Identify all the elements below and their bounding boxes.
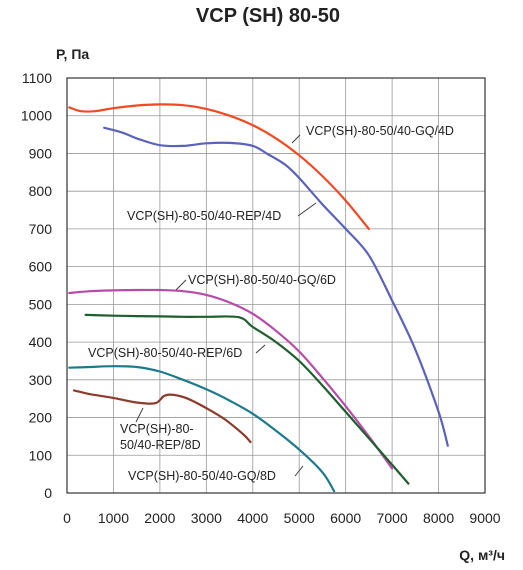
curve-label: VCP(SH)-80-50/40-REP/6D (88, 346, 242, 360)
curve-label: VCP(SH)-80-50/40-GQ/8D (128, 469, 276, 483)
y-tick-label: 500 (29, 296, 53, 312)
curve-label: VCP(SH)-80-50/40-REP/4D (127, 209, 281, 223)
x-tick-label: 0 (63, 510, 71, 526)
curve-label: 50/40-REP/8D (120, 438, 201, 452)
y-tick-label: 700 (29, 221, 53, 237)
tick-labels: 0 1000 2000 3000 4000 5000 6000 7000 8000 9000 0 10… (21, 70, 501, 526)
leader-line (297, 202, 317, 217)
curves (68, 103, 449, 493)
curve-vcp-sh-80-50-40-gq-4d (68, 103, 370, 230)
x-tick-label: 1000 (98, 510, 129, 526)
curve-labels: VCP(SH)-80-50/40-GQ/4DVCP(SH)-80-50/40-R… (88, 124, 454, 483)
x-tick-label: 9000 (469, 510, 500, 526)
curve-vcp-sh-80-50-40-gq-6d (68, 288, 394, 470)
curve-vcp-sh-80-50-40-rep-8d (72, 389, 252, 444)
curve-label: VCP(SH)-80-50/40-GQ/6D (188, 273, 336, 287)
x-tick-label: 6000 (330, 510, 361, 526)
leader-line (294, 465, 304, 477)
y-axis-label: P, Па (56, 46, 89, 62)
curve-vcp-sh-80-50-40-gq-8d (68, 365, 336, 493)
y-tick-label: 400 (29, 334, 53, 350)
x-tick-label: 7000 (377, 510, 408, 526)
x-tick-label: 5000 (284, 510, 315, 526)
plot-frame (66, 77, 486, 494)
x-tick-label: 4000 (237, 510, 268, 526)
leader-line (255, 344, 266, 354)
label-leaders (135, 134, 317, 477)
curve-vcp-sh-80-50-40-rep-6d (84, 313, 410, 485)
y-tick-label: 900 (29, 145, 53, 161)
leader-line (291, 134, 301, 144)
curve-label: VCP(SH)-80- (120, 422, 194, 436)
curve-vcp-sh-80-50-40-rep-4d (103, 126, 449, 447)
x-tick-label: 2000 (144, 510, 175, 526)
y-tick-label: 1000 (21, 108, 52, 124)
x-axis-label: Q, м³/ч (459, 547, 505, 563)
y-tick-label: 600 (29, 259, 53, 275)
leader-line (175, 279, 187, 291)
y-tick-label: 200 (29, 410, 53, 426)
chart-title: VCP (SH) 80-50 (196, 5, 340, 27)
x-tick-label: 3000 (191, 510, 222, 526)
x-tick-label: 8000 (423, 510, 454, 526)
y-tick-label: 100 (29, 447, 53, 463)
y-tick-label: 800 (29, 183, 53, 199)
y-tick-label: 0 (44, 485, 52, 501)
y-tick-label: 1100 (22, 70, 52, 86)
y-tick-label: 300 (29, 372, 53, 388)
leader-line (135, 407, 144, 423)
curve-label: VCP(SH)-80-50/40-GQ/4D (306, 124, 454, 138)
